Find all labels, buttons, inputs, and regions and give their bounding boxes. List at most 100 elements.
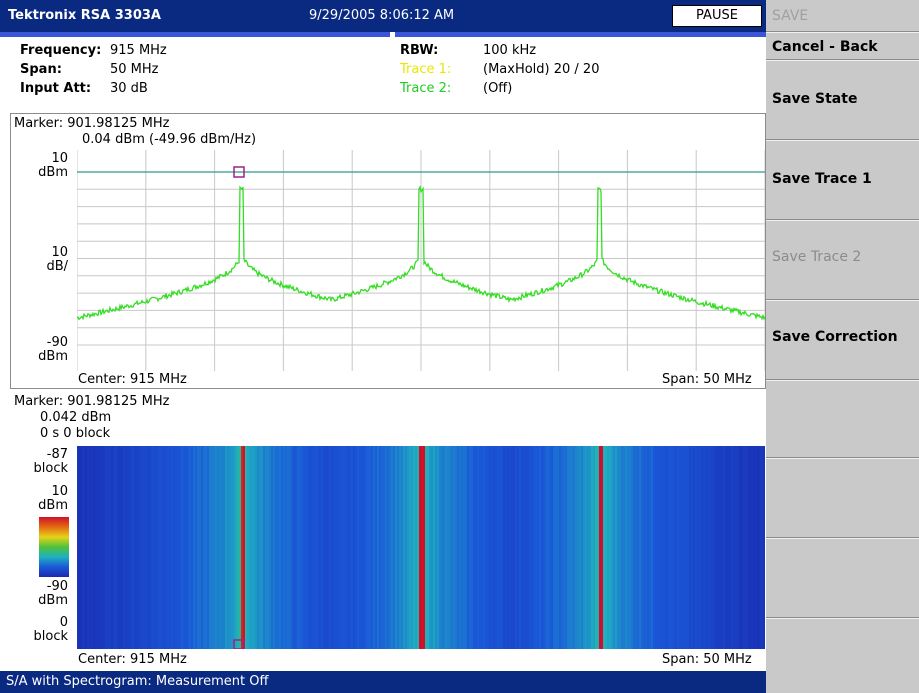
spectrogram-band — [327, 446, 329, 649]
spectrogram-band — [271, 446, 273, 649]
save-correction-button[interactable]: Save Correction — [766, 300, 919, 380]
spectrogram-band — [571, 446, 573, 649]
spectrogram-band — [587, 446, 589, 649]
spectrogram-band — [423, 446, 425, 649]
spectrogram-band — [497, 446, 499, 649]
spectrogram-band — [703, 446, 705, 649]
spectrogram-band — [455, 446, 457, 649]
spectrogram-band — [231, 446, 233, 649]
spectrogram-band — [429, 446, 431, 649]
spectrogram-band — [763, 446, 765, 649]
spectrum-grid — [77, 150, 765, 371]
spectrogram-band — [731, 446, 733, 649]
spectrogram-band — [555, 446, 557, 649]
spectrogram-band — [449, 446, 451, 649]
spectrum-plot[interactable] — [77, 150, 765, 371]
spectrogram-band — [489, 446, 491, 649]
spectrogram-band — [543, 446, 545, 649]
spectrum-bottom-reference: -90 dBm — [10, 336, 68, 364]
spectrogram-plot[interactable] — [77, 446, 765, 649]
spectrogram-band — [151, 446, 153, 649]
spectrogram-top-block-unit: block — [33, 461, 69, 476]
spectrogram-band — [167, 446, 169, 649]
spectrogram-band — [407, 446, 409, 649]
spectrum-marker-frequency: Marker: 901.98125 MHz — [14, 116, 170, 131]
save-trace1-button[interactable]: Save Trace 1 — [766, 140, 919, 220]
empty-softkey-1 — [766, 380, 919, 458]
spectrogram-band — [499, 446, 501, 649]
spectrogram-band — [123, 446, 125, 649]
spectrogram-band — [443, 446, 445, 649]
spectrogram-band — [377, 446, 379, 649]
spectrogram-band — [303, 446, 305, 649]
spectrogram-band — [141, 446, 143, 649]
spectrogram-band — [401, 446, 403, 649]
spectrogram-band — [603, 446, 605, 649]
spectrogram-band — [461, 446, 463, 649]
spectrogram-band — [105, 446, 107, 649]
spectrogram-band — [545, 446, 547, 649]
spectrogram-band — [347, 446, 349, 649]
spectrogram-band — [393, 446, 395, 649]
spectrogram-band — [733, 446, 735, 649]
spectrogram-span: Span: 50 MHz — [662, 652, 752, 667]
spectrogram-band — [117, 446, 119, 649]
spectrogram-band — [631, 446, 633, 649]
input-att-value: 30 dB — [110, 81, 148, 96]
spectrogram-band — [539, 446, 541, 649]
spectrogram-band — [85, 446, 87, 649]
spectrogram-band — [199, 446, 201, 649]
menu-title: SAVE — [766, 0, 919, 32]
spectrogram-band — [189, 446, 191, 649]
span-setting: Span: — [20, 62, 62, 77]
spectrogram-band — [523, 446, 525, 649]
spectrogram-band — [735, 446, 737, 649]
input-att-label: Input Att: — [20, 81, 92, 96]
spectrogram-band — [143, 446, 145, 649]
spectrogram-band — [197, 446, 199, 649]
cancel-back-button[interactable]: Cancel - Back — [766, 32, 919, 60]
spectrogram-bottom-block: 0 block — [10, 616, 69, 644]
save-state-button[interactable]: Save State — [766, 60, 919, 140]
spectrogram-band — [715, 446, 717, 649]
spectrogram-band — [755, 446, 757, 649]
spectrogram-band — [371, 446, 373, 649]
spectrogram-band — [335, 446, 337, 649]
spectrum-panel[interactable] — [10, 113, 766, 389]
spectrogram-marker-frequency: Marker: 901.98125 MHz — [14, 394, 170, 409]
spectrogram-band — [127, 446, 129, 649]
spectrogram-band — [359, 446, 361, 649]
spectrogram-band — [263, 446, 265, 649]
spectrogram-band — [527, 446, 529, 649]
spectrogram-band — [111, 446, 113, 649]
spectrogram-band — [397, 446, 399, 649]
spectrogram-band — [637, 446, 639, 649]
spectrogram-band — [585, 446, 587, 649]
status-text: S/A with Spectrogram: Measurement Off — [6, 674, 269, 689]
spectrogram-band — [233, 446, 235, 649]
spectrogram-band — [149, 446, 151, 649]
spectrogram-band — [95, 446, 97, 649]
spectrogram-band — [503, 446, 505, 649]
spectrogram-band — [453, 446, 455, 649]
spectrogram-band — [337, 446, 339, 649]
spectrogram-band — [173, 446, 175, 649]
spectrogram-band — [187, 446, 189, 649]
spectrogram-band — [723, 446, 725, 649]
frequency-value: 915 MHz — [110, 43, 167, 58]
spectrogram-band — [535, 446, 537, 649]
spectrogram-band — [175, 446, 177, 649]
spectrum-marker-icon — [233, 166, 245, 178]
spectrogram-band — [351, 446, 353, 649]
spectrogram-band — [591, 446, 593, 649]
spectrogram-band — [451, 446, 453, 649]
spectrogram-band — [107, 446, 109, 649]
spectrogram-band — [145, 446, 147, 649]
spectrogram-band — [389, 446, 391, 649]
spectrogram-band — [383, 446, 385, 649]
spectrogram-band — [529, 446, 531, 649]
pause-indicator[interactable]: PAUSE — [672, 5, 762, 27]
spectrogram-band — [639, 446, 641, 649]
spectrogram-band — [81, 446, 83, 649]
save-trace2-button[interactable]: Save Trace 2 — [766, 220, 919, 300]
